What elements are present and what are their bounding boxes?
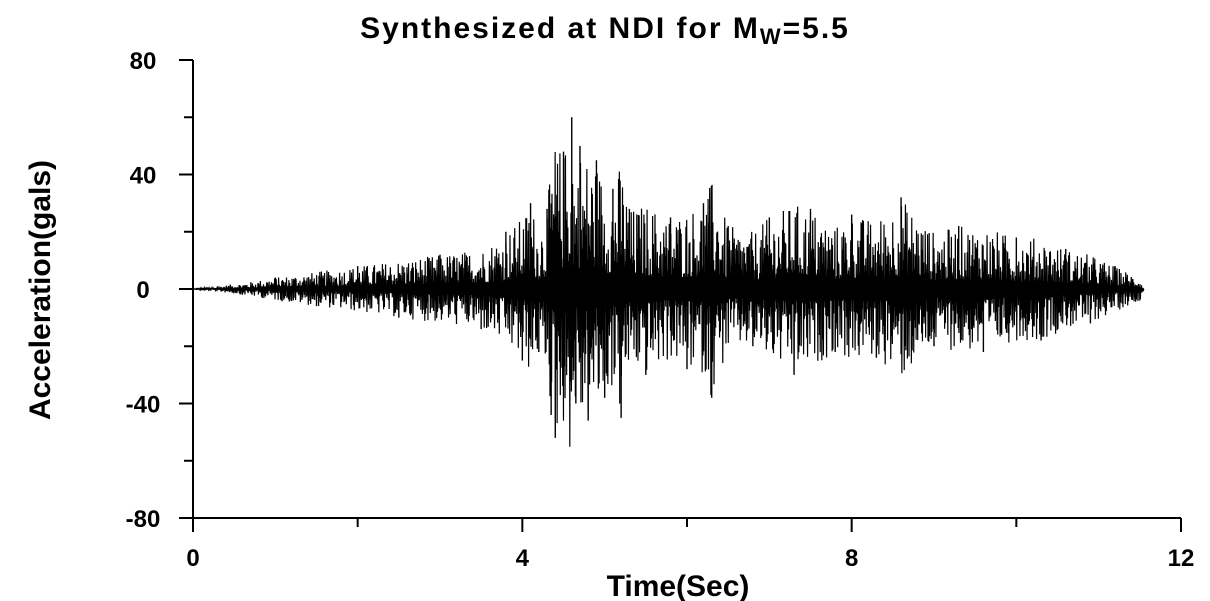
chart-title-suffix: =5.5	[783, 12, 850, 45]
y-tick-label: 80	[130, 48, 157, 75]
y-tick-label: 0	[136, 277, 149, 304]
y-tick-label: -40	[126, 392, 161, 419]
acceleration-series-line	[192, 152, 1145, 447]
y-tick-label: -80	[126, 506, 161, 533]
x-axis-title: Time(Sec)	[607, 570, 750, 601]
chart-title-subscript: W	[760, 24, 783, 49]
chart-title-main: Synthesized at NDI for M	[360, 12, 760, 45]
plot-area: 80 40 0 -40 -80 0 4 8 12	[126, 48, 1195, 572]
y-axis-title: Acceleration(gals)	[24, 160, 57, 420]
x-tick-label: 4	[516, 545, 530, 572]
x-tick-label: 12	[1168, 545, 1195, 572]
x-tick-label: 0	[186, 545, 199, 572]
y-tick-label: 40	[130, 163, 157, 190]
x-tick-label: 8	[845, 545, 858, 572]
chart-title: Synthesized at NDI for MW=5.5	[360, 12, 850, 49]
